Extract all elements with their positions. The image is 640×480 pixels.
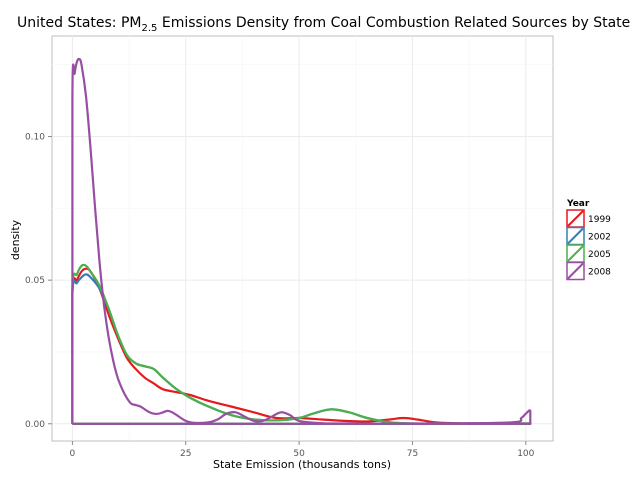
- legend-key-line-2005: [567, 245, 584, 262]
- y-axis-title: density: [9, 219, 22, 260]
- legend-label-2005: 2005: [588, 250, 611, 260]
- y-axis-ticks: 0.00 0.05 0.10: [25, 133, 52, 430]
- chart-title-subscript: 2.5: [142, 23, 158, 34]
- x-tick-label: 75: [407, 449, 418, 459]
- x-axis-ticks: 0 25 50 75 100: [70, 441, 535, 459]
- chart-title: United States: PM2.5 Emissions Density f…: [17, 15, 630, 34]
- y-tick-label: 0.05: [25, 276, 45, 286]
- plot-panel: [51, 35, 554, 442]
- legend-label-1999: 1999: [588, 215, 611, 225]
- y-tick-label: 0.00: [25, 420, 45, 430]
- x-tick-label: 50: [293, 449, 305, 459]
- x-tick-label: 25: [180, 449, 191, 459]
- series-line-2008: [71, 57, 532, 425]
- series-lines: [71, 57, 532, 425]
- legend-key-line-2002: [567, 227, 584, 245]
- series-line-2005: [71, 263, 532, 425]
- x-tick-label: 100: [517, 449, 534, 459]
- x-axis-title: State Emission (thousands tons): [213, 458, 391, 471]
- chart-title-main: United States: PM: [17, 15, 142, 31]
- y-tick-label: 0.10: [25, 133, 45, 143]
- legend-label-2002: 2002: [588, 233, 611, 243]
- chart-title-rest: Emissions Density from Coal Combustion R…: [157, 15, 630, 31]
- legend: Year 1999 2002 2005 2008: [566, 199, 611, 281]
- x-tick-label: 0: [70, 449, 76, 459]
- legend-title: Year: [566, 199, 590, 209]
- legend-key-line-2008: [567, 262, 584, 280]
- legend-label-2008: 2008: [588, 268, 611, 278]
- legend-key-line-1999: [567, 210, 584, 227]
